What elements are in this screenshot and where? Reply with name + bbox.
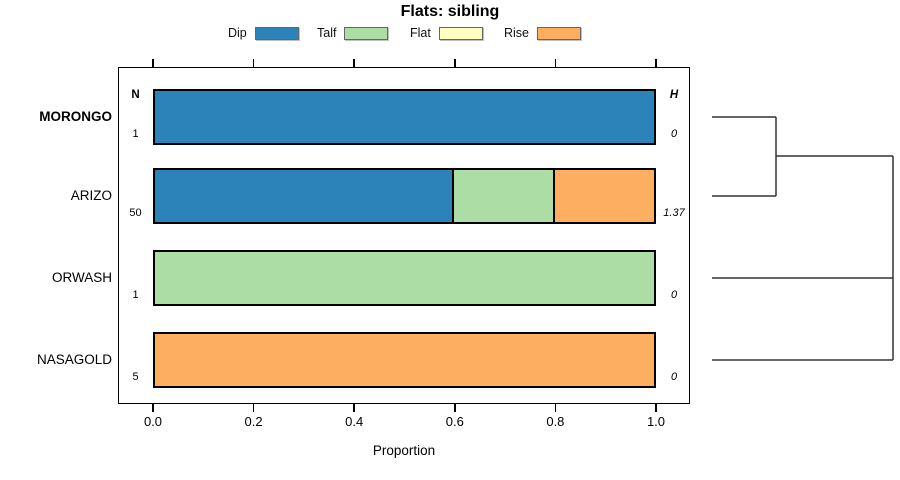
x-tick-mark bbox=[454, 404, 456, 412]
bar-nasagold bbox=[153, 332, 656, 388]
x-axis-title: Proportion bbox=[372, 443, 436, 458]
x-tick-mark bbox=[152, 404, 154, 412]
bar-row-morongo: MORONGO 1 0 bbox=[0, 89, 900, 145]
x-tick-mark bbox=[152, 59, 154, 67]
category-label-nasagold: NASAGOLD bbox=[36, 352, 112, 367]
x-tick-mark bbox=[252, 404, 255, 412]
x-tick-label: 0.4 bbox=[345, 414, 364, 429]
legend-swatch-flat bbox=[438, 26, 483, 40]
x-tick-mark bbox=[252, 59, 255, 67]
n-value-orwash: 1 bbox=[132, 289, 139, 301]
x-tick-mark bbox=[655, 59, 657, 67]
legend-item-flat: Flat bbox=[410, 24, 483, 42]
x-tick-label: 0.2 bbox=[244, 414, 263, 429]
h-value-arizo: 1.37 bbox=[663, 207, 685, 219]
x-tick-mark bbox=[554, 404, 557, 412]
legend-swatch-rise bbox=[537, 26, 582, 40]
legend-label-rise: Rise bbox=[504, 26, 530, 40]
x-tick-mark bbox=[353, 59, 355, 67]
x-tick-mark bbox=[353, 404, 355, 412]
legend-item-talf: Talf bbox=[317, 24, 389, 42]
x-tick-mark bbox=[554, 59, 557, 67]
n-value-morongo: 1 bbox=[132, 128, 139, 140]
n-value-nasagold: 5 bbox=[132, 371, 139, 383]
x-tick-label: 0.0 bbox=[143, 414, 163, 429]
x-tick-mark bbox=[655, 404, 657, 412]
n-value-arizo: 50 bbox=[129, 207, 142, 219]
h-value-nasagold: 0 bbox=[670, 371, 678, 383]
x-tick-label: 0.6 bbox=[445, 414, 464, 429]
bar-segment-dip bbox=[155, 91, 654, 143]
bar-segment-talf bbox=[155, 252, 654, 304]
category-label-orwash: ORWASH bbox=[51, 270, 112, 285]
category-label-morongo: MORONGO bbox=[39, 109, 112, 124]
bar-arizo bbox=[153, 168, 656, 224]
x-tick-label: 1.0 bbox=[646, 414, 666, 429]
x-tick-mark bbox=[454, 59, 456, 67]
n-column-header: N bbox=[131, 89, 140, 101]
bar-segment-rise bbox=[553, 170, 654, 222]
legend-swatch-talf bbox=[344, 26, 389, 40]
h-value-morongo: 0 bbox=[670, 128, 678, 140]
h-value-orwash: 0 bbox=[670, 289, 678, 301]
legend-label-dip: Dip bbox=[228, 26, 247, 40]
legend-swatch-dip bbox=[254, 26, 299, 40]
bar-segment-talf bbox=[452, 170, 553, 222]
chart-title: Flats: sibling bbox=[400, 3, 500, 20]
legend-label-talf: Talf bbox=[317, 26, 337, 40]
x-tick-label: 0.8 bbox=[546, 414, 565, 429]
bar-row-arizo: ARIZO 50 1.37 bbox=[0, 168, 900, 224]
legend-item-dip: Dip bbox=[228, 24, 299, 42]
bar-segment-dip bbox=[155, 170, 452, 222]
bar-segment-rise bbox=[155, 334, 654, 386]
h-column-header: H bbox=[669, 89, 679, 101]
bar-row-nasagold: NASAGOLD 5 0 bbox=[0, 332, 900, 388]
bar-row-orwash: ORWASH 1 0 bbox=[0, 250, 900, 306]
legend-item-rise: Rise bbox=[504, 24, 582, 42]
bar-morongo bbox=[153, 89, 656, 145]
legend-label-flat: Flat bbox=[410, 26, 431, 40]
bar-orwash bbox=[153, 250, 656, 306]
category-label-arizo: ARIZO bbox=[70, 188, 112, 203]
